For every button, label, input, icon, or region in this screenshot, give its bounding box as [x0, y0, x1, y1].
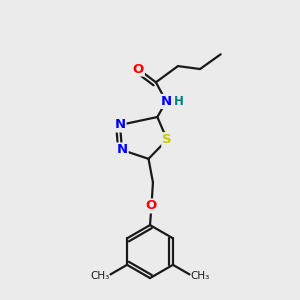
Text: N: N	[160, 95, 172, 108]
Text: H: H	[174, 95, 184, 108]
Text: CH₃: CH₃	[91, 271, 110, 281]
Text: N: N	[114, 118, 125, 131]
Text: O: O	[133, 62, 144, 76]
Text: CH₃: CH₃	[190, 271, 209, 281]
Text: O: O	[146, 200, 157, 212]
Text: S: S	[162, 133, 172, 146]
Text: N: N	[116, 143, 128, 157]
